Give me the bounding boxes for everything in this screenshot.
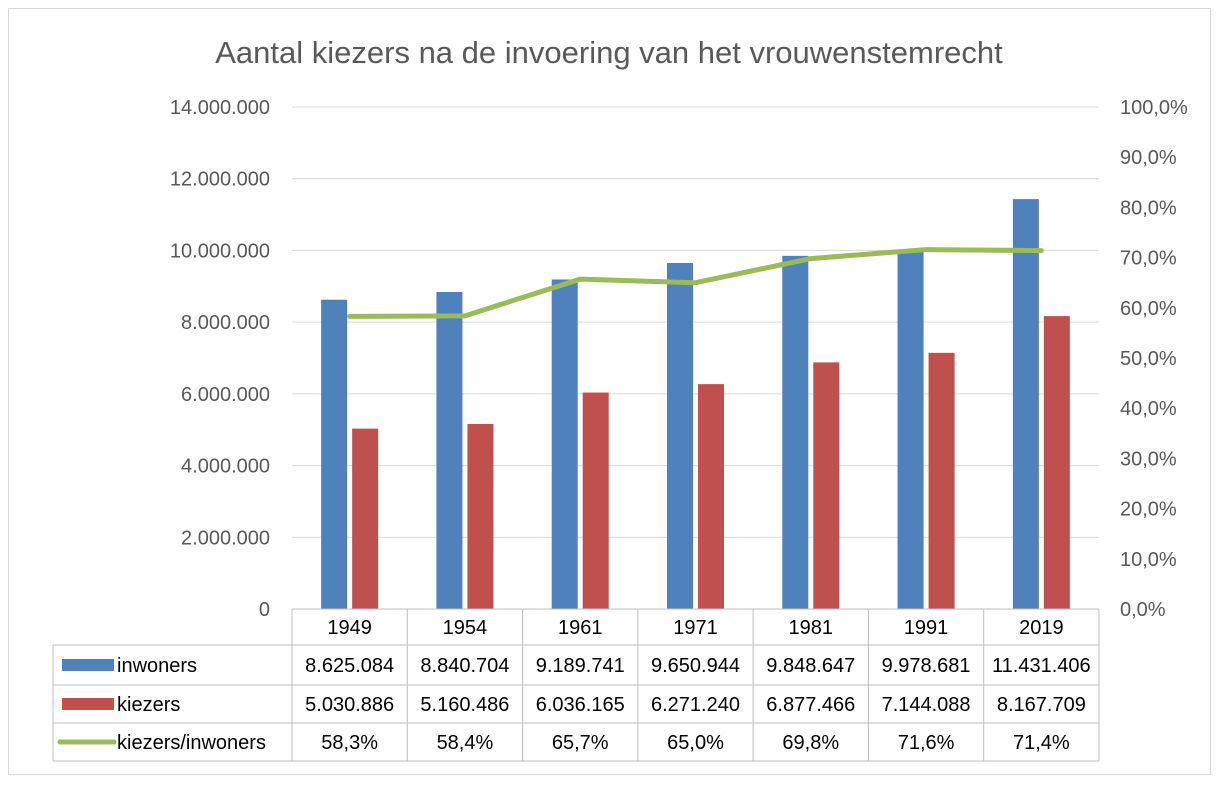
bar-inwoners: [1012, 199, 1039, 609]
y-right-tick-label: 70,0%: [1120, 248, 1177, 270]
bar-kiezers: [698, 384, 724, 609]
bar-inwoners: [436, 291, 463, 609]
chart-title: Aantal kiezers na de invoering van het v…: [215, 35, 1003, 70]
x-tick-label: 1971: [673, 617, 718, 639]
table-cell: 71,6%: [898, 732, 955, 754]
x-tick-label: 1981: [789, 617, 834, 639]
x-tick-label: 1954: [443, 617, 488, 639]
legend-key-kiezers: [62, 698, 114, 710]
y-right-tick-label: 30,0%: [1120, 448, 1177, 470]
y-right-tick-label: 60,0%: [1120, 298, 1177, 320]
bar-inwoners: [551, 279, 578, 609]
bar-inwoners: [667, 262, 693, 609]
left-axis: 0 2.000.000 4.000.000 6.000.000 8.000.000 10.…: [170, 97, 270, 621]
bar-inwoners: [321, 299, 348, 609]
table-cell: 5.030.886: [305, 694, 394, 716]
y-left-tick-label: 14.000.000: [170, 97, 270, 119]
bar-kiezers: [467, 423, 494, 609]
table-cell: 6.036.165: [536, 694, 625, 716]
legend-label: kiezers: [117, 694, 180, 716]
table-cell: 65,0%: [667, 732, 724, 754]
legend-key-inwoners: [62, 659, 114, 671]
table-cell: 9.189.741: [536, 655, 625, 677]
data-table: 1949 1954 1961 1971 1981 1991 2019 inwoners 8.62…: [52, 608, 1100, 762]
y-right-tick-label: 100,0%: [1120, 97, 1188, 119]
table-cell: 7.144.088: [882, 694, 971, 716]
y-left-tick-label: 2.000.000: [181, 527, 270, 549]
x-tick-label: 1961: [558, 617, 603, 639]
legend-label: inwoners: [117, 655, 197, 677]
bar-kiezers: [352, 428, 379, 609]
x-tick-label: 1991: [904, 617, 949, 639]
y-left-tick-label: 8.000.000: [181, 312, 270, 334]
y-left-tick-label: 10.000.000: [170, 240, 270, 262]
y-left-tick-label: 4.000.000: [181, 456, 270, 478]
y-left-tick-label: 0: [259, 599, 270, 621]
table-cell: 9.978.681: [882, 655, 971, 677]
table-cell: 58,3%: [321, 732, 378, 754]
table-cell: 8.167.709: [997, 694, 1086, 716]
y-right-tick-label: 50,0%: [1120, 348, 1177, 370]
bar-kiezers: [928, 352, 955, 609]
bar-inwoners: [897, 251, 924, 610]
x-tick-label: 1949: [327, 617, 372, 639]
gridlines: [292, 106, 1099, 538]
bars: [321, 199, 1070, 610]
y-right-tick-label: 80,0%: [1120, 197, 1177, 219]
table-cell: 9.848.647: [766, 655, 855, 677]
y-left-tick-label: 6.000.000: [181, 384, 270, 406]
table-cell: 6.877.466: [766, 694, 855, 716]
y-left-tick-label: 12.000.000: [170, 169, 270, 191]
bar-kiezers: [582, 392, 609, 609]
bar-inwoners: [782, 255, 809, 609]
x-tick-label: 2019: [1019, 617, 1064, 639]
table-cell: 71,4%: [1013, 732, 1070, 754]
legend-label: kiezers/inwoners: [117, 732, 266, 754]
table-cell: 65,7%: [552, 732, 609, 754]
bar-kiezers: [813, 362, 840, 609]
table-cell: 5.160.486: [420, 694, 509, 716]
bar-kiezers: [1043, 316, 1070, 609]
table-cell: 9.650.944: [651, 655, 740, 677]
chart-frame: [8, 8, 1211, 775]
table-cell: 6.271.240: [651, 694, 740, 716]
y-right-tick-label: 0,0%: [1120, 599, 1166, 621]
table-cell: 8.840.704: [420, 655, 509, 677]
ratio-line: [347, 247, 1044, 319]
right-axis: 0,0% 10,0% 20,0% 30,0% 40,0% 50,0% 60,0% 70,0% 8…: [1120, 97, 1188, 621]
y-right-tick-label: 90,0%: [1120, 147, 1177, 169]
table-cell: 8.625.084: [305, 655, 394, 677]
y-right-tick-label: 10,0%: [1120, 549, 1177, 571]
y-right-tick-label: 20,0%: [1120, 499, 1177, 521]
table-cell: 69,8%: [782, 732, 839, 754]
table-cell: 11.431.406: [992, 655, 1091, 677]
y-right-tick-label: 40,0%: [1120, 398, 1177, 420]
table-cell: 58,4%: [437, 732, 494, 754]
